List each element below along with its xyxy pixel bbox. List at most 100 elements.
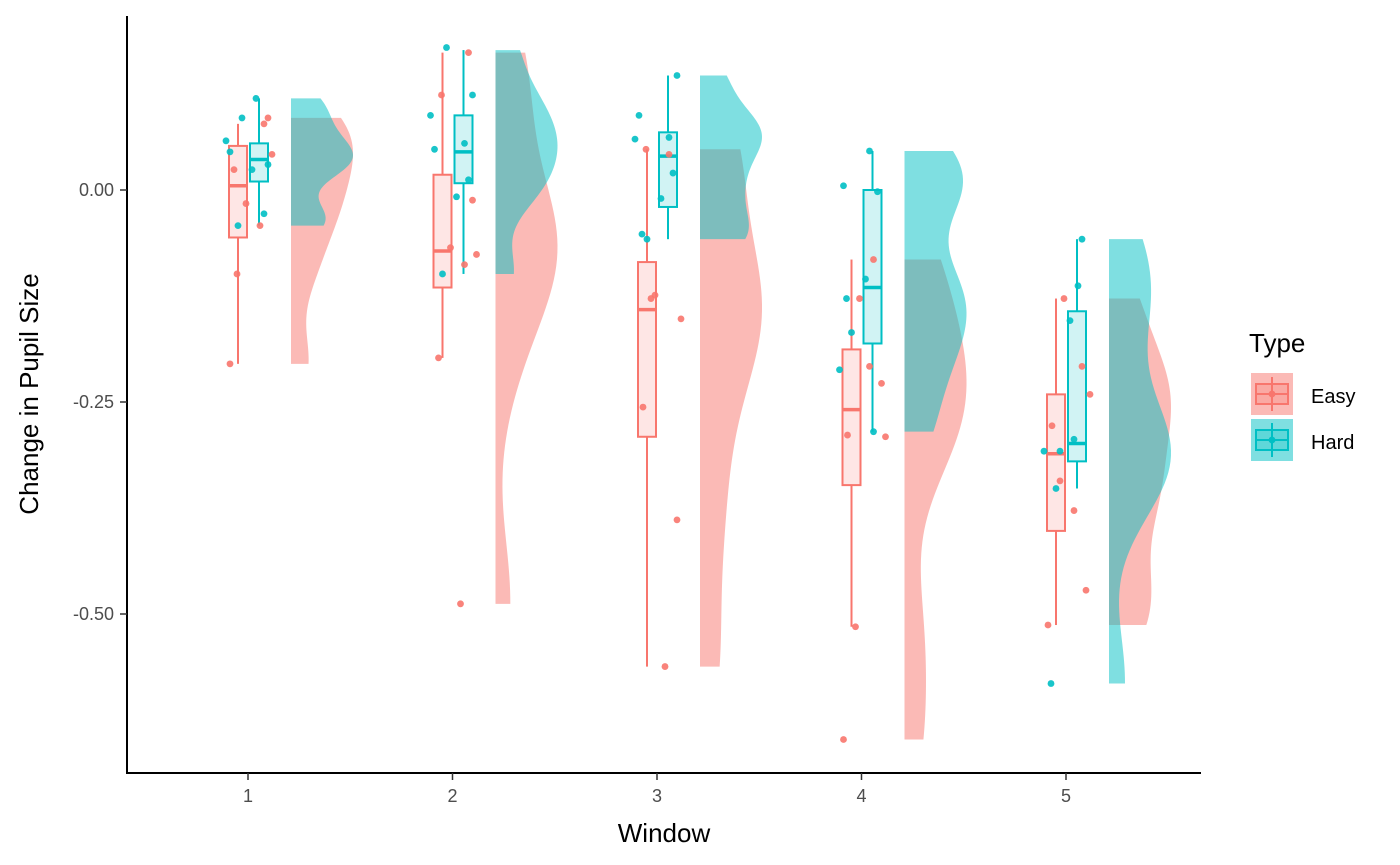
point-hard-window-5 <box>1056 447 1064 455</box>
point-easy-window-1 <box>242 200 250 207</box>
boxplot-hard-window-4 <box>862 150 883 432</box>
y-axis-ticks: 0.00 -0.25 -0.50 <box>73 180 127 624</box>
point-easy-window-5 <box>1044 621 1052 629</box>
point-easy-window-5 <box>1056 477 1064 485</box>
point-easy-window-1 <box>264 114 272 122</box>
point-hard-window-3 <box>635 111 643 119</box>
point-hard-window-3 <box>631 135 639 143</box>
point-easy-window-2 <box>461 261 468 269</box>
point-easy-window-2 <box>438 91 445 99</box>
point-hard-window-4 <box>862 275 869 283</box>
density-clouds <box>291 50 1171 740</box>
density-hard-window-4 <box>904 150 967 432</box>
point-easy-window-3 <box>642 145 650 153</box>
point-hard-window-2 <box>443 44 450 51</box>
point-easy-window-3 <box>665 150 673 158</box>
boxplot-hard-window-1 <box>249 98 269 226</box>
point-hard-window-4 <box>843 295 850 302</box>
point-hard-window-1 <box>252 95 260 102</box>
x-tick-label-1: 1 <box>243 786 253 806</box>
point-hard-window-5 <box>1066 317 1074 324</box>
point-easy-window-1 <box>230 166 238 174</box>
point-easy-window-4 <box>844 431 851 439</box>
point-hard-window-2 <box>465 176 472 184</box>
point-hard-window-1 <box>222 137 230 145</box>
point-hard-window-3 <box>643 235 651 243</box>
boxplot-hard-window-3 <box>658 75 678 240</box>
point-hard-window-4 <box>870 428 877 436</box>
point-hard-window-3 <box>673 72 681 79</box>
point-easy-window-1 <box>226 360 234 368</box>
legend-label-easy: Easy <box>1311 386 1355 408</box>
x-tick-label-3: 3 <box>652 786 662 806</box>
box <box>658 131 678 208</box>
point-easy-window-2 <box>457 600 464 608</box>
point-easy-window-4 <box>870 256 877 263</box>
point-easy-window-5 <box>1086 390 1094 398</box>
x-tick-label-2: 2 <box>447 786 457 806</box>
point-hard-window-2 <box>453 193 460 201</box>
box <box>432 173 453 289</box>
point-easy-window-5 <box>1060 295 1068 302</box>
legend-key-hard <box>1251 419 1293 461</box>
legend-key-easy <box>1251 373 1293 415</box>
point-hard-window-4 <box>874 188 881 196</box>
point-easy-window-4 <box>882 433 889 441</box>
point-hard-window-3 <box>657 195 665 202</box>
point-hard-window-4 <box>848 329 855 336</box>
y-tick-label-1: -0.25 <box>73 392 114 412</box>
y-tick-label-2: -0.50 <box>73 604 114 624</box>
x-axis-ticks: 1 2 3 4 5 <box>243 773 1071 806</box>
point-hard-window-1 <box>226 148 234 156</box>
boxplot-easy-window-3 <box>637 149 657 667</box>
y-tick-label-0: 0.00 <box>79 180 114 200</box>
point-hard-window-2 <box>431 145 438 153</box>
point-easy-window-1 <box>233 270 241 278</box>
boxplot-hard-window-5 <box>1067 239 1087 489</box>
point-easy-window-5 <box>1070 507 1078 514</box>
point-hard-window-3 <box>638 230 646 238</box>
point-easy-window-2 <box>435 354 442 362</box>
point-hard-window-5 <box>1052 485 1060 492</box>
point-hard-window-1 <box>238 114 246 122</box>
point-hard-window-4 <box>836 366 843 374</box>
point-easy-window-2 <box>447 244 454 252</box>
boxplot-easy-window-1 <box>228 123 248 364</box>
box <box>862 189 883 345</box>
point-hard-window-2 <box>469 91 476 99</box>
y-axis-title: Change in Pupil Size <box>14 273 44 514</box>
box <box>249 142 269 183</box>
point-easy-window-4 <box>866 362 873 370</box>
density-hard-window-2 <box>495 50 558 274</box>
point-hard-window-3 <box>665 134 673 141</box>
point-easy-window-2 <box>473 251 480 258</box>
point-easy-window-2 <box>465 49 472 57</box>
point-hard-window-5 <box>1070 435 1078 443</box>
point-easy-window-2 <box>469 196 476 204</box>
point-easy-window-4 <box>852 623 859 631</box>
point-hard-window-5 <box>1074 282 1082 290</box>
boxplot-easy-window-4 <box>841 259 862 627</box>
density-hard-window-5 <box>1109 239 1171 684</box>
point-easy-window-4 <box>856 295 863 302</box>
point-hard-window-4 <box>866 147 873 155</box>
point-hard-window-2 <box>427 111 434 119</box>
density-hard-window-1 <box>291 98 353 226</box>
point-hard-window-5 <box>1078 235 1086 243</box>
point-easy-window-3 <box>647 295 655 302</box>
box <box>637 261 657 438</box>
legend-key-point <box>1268 390 1276 398</box>
box <box>1067 310 1087 463</box>
box <box>841 348 862 487</box>
boxplot-easy-window-5 <box>1046 298 1066 626</box>
box <box>453 114 474 185</box>
box <box>1046 393 1066 532</box>
point-easy-window-5 <box>1082 586 1090 594</box>
point-hard-window-1 <box>248 166 256 174</box>
boxplot-easy-window-2 <box>432 52 453 358</box>
legend-label-hard: Hard <box>1311 432 1354 454</box>
point-hard-window-5 <box>1047 680 1055 687</box>
point-easy-window-3 <box>677 315 685 323</box>
point-easy-window-5 <box>1078 362 1086 370</box>
